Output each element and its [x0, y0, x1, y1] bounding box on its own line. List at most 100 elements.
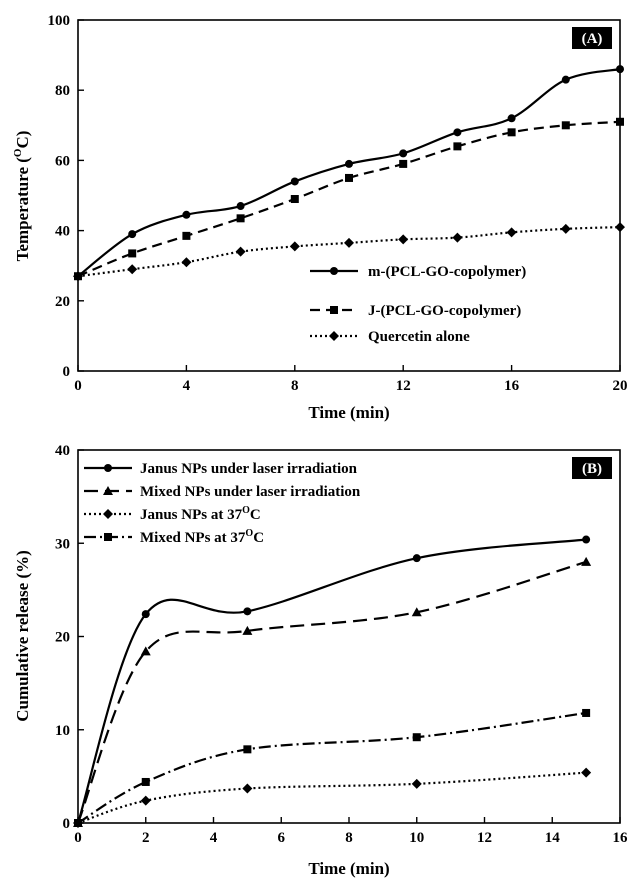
panel-a-label-box	[572, 27, 612, 49]
panel-a-x-tick-label-5: 20	[613, 378, 628, 394]
legend-b-label-3: Mixed NPs at 37OC	[140, 528, 264, 546]
panel-b-series-2-point-4	[581, 767, 592, 778]
panel-b-series-3-point-0	[74, 819, 82, 827]
legend-a-label-1: J-(PCL-GO-copolymer)	[368, 303, 521, 319]
panel-b-series-2-point-2	[242, 783, 253, 794]
panel-a-y-tick-label-2: 40	[55, 224, 70, 240]
panel-b-series-0-point-2	[243, 607, 252, 616]
panel-a-series-0-point-4	[290, 177, 299, 186]
panel-a-x-tick-label-1: 4	[183, 378, 191, 394]
panel-b-x-tick-label-8: 16	[613, 830, 629, 846]
panel-a-x-tick-label-2: 8	[291, 378, 299, 394]
panel-a-series	[73, 65, 625, 282]
panel-a-y-tick-label-3: 60	[55, 153, 70, 169]
panel-b-x-tick-label-7: 14	[545, 830, 561, 846]
panel-b-legend: Janus NPs under laser irradiation Mixed …	[84, 461, 361, 546]
panel-b-series-3-point-1	[141, 777, 150, 786]
legend-b-marker-1	[103, 486, 113, 495]
panel-a-y-axis-label-prefix: Temperature (	[13, 157, 32, 262]
legend-a-entry-2: Quercetin alone	[310, 329, 470, 345]
panel-b-series-3-point-4	[582, 708, 591, 717]
panel-b-y-tick-label-4: 40	[55, 443, 70, 459]
legend-b-label-2-sup: O	[242, 505, 250, 516]
panel-b-x-tick-label-6: 12	[477, 830, 492, 846]
panel-a-series-1-point-4	[290, 195, 299, 204]
panel-a-series-1-point-9	[561, 121, 570, 130]
legend-b-entry-2: Janus NPs at 37OC	[84, 505, 261, 523]
legend-b-label-2: Janus NPs at 37OC	[140, 505, 261, 523]
panel-a-y-axis-label-sup: O	[12, 148, 24, 157]
legend-b-entry-3: Mixed NPs at 37OC	[84, 528, 264, 546]
panel-b-series-0-point-1	[141, 610, 150, 619]
panel-a-series-2-point-8	[506, 227, 517, 238]
panel-a-y-tick-label-0: 0	[63, 364, 71, 380]
legend-b-label-0: Janus NPs under laser irradiation	[140, 461, 358, 477]
panel-b-x-tick-label-0: 0	[74, 830, 82, 846]
panel-b-series-1-line	[76, 560, 587, 824]
panel-a-series-0-point-3	[236, 202, 245, 211]
legend-b-label-3-suffix: C	[253, 530, 264, 546]
panel-a-series-2-point-5	[344, 237, 354, 248]
panel-b-series-1-point-2	[242, 625, 253, 635]
panel-b-series-0-point-3	[412, 554, 421, 563]
legend-b-marker-3	[104, 533, 112, 541]
panel-a-legend: m-(PCL-GO-copolymer) J-(PCL-GO-copolymer…	[310, 264, 526, 345]
panel-a-series-0-point-5	[345, 159, 353, 168]
panel-a-x-axis-label: Time (min)	[308, 403, 389, 422]
legend-b-label-1: Mixed NPs under laser irradiation	[140, 484, 361, 500]
panel-a-series-2-point-1	[127, 264, 138, 275]
legend-b-entry-1: Mixed NPs under laser irradiation	[84, 484, 361, 500]
panel-a-series-1-point-7	[453, 142, 462, 151]
panel-a-series-0-point-2	[182, 210, 191, 219]
legend-a-label-0: m-(PCL-GO-copolymer)	[368, 264, 526, 280]
panel-b-y-axis-label: Cumulative release (%)	[13, 550, 32, 722]
panel-b-x-axis-label: Time (min)	[308, 859, 389, 878]
panel-a-series-1-line	[77, 120, 621, 278]
panel-a-series-0-point-7	[453, 128, 462, 137]
panel-a-y-tick-label-1: 20	[55, 294, 70, 310]
panel-a-label: (A)	[582, 31, 603, 47]
panel-a-series-1-point-1	[128, 249, 137, 258]
panel-b-series-1-point-3	[411, 607, 422, 617]
panel-a-y-tick-label-4: 80	[55, 83, 70, 99]
panel-a-series-0-point-1	[128, 230, 137, 239]
panel-a-series-1-point-10	[616, 117, 624, 126]
panel-a-frame	[77, 19, 621, 372]
legend-a-marker-2	[329, 331, 339, 341]
panel-a-series-1-point-5	[345, 173, 353, 182]
panel-a-series-0-point-6	[399, 149, 408, 158]
panel-b-series-2-point-1	[140, 795, 151, 806]
legend-b-label-2-prefix: Janus NPs at 37	[140, 507, 243, 523]
panel-b-frame	[77, 449, 621, 824]
panel-a-series-1-point-8	[507, 128, 516, 137]
panel-a-series-0-point-9	[561, 75, 570, 84]
panel-b-x-tick-label-2: 4	[210, 830, 218, 846]
panel-b-x-tick-label-3: 6	[278, 830, 286, 846]
panel-b: 0 2 4 6 8 10 12 14 16 0 10 20 30 40 (B) Time (min) Cu…	[13, 443, 628, 878]
panel-a-series-2-point-2	[181, 257, 192, 268]
panel-a-y-axis-label-suffix: C)	[13, 131, 32, 149]
legend-b-entry-0: Janus NPs under laser irradiation	[84, 461, 358, 477]
panel-a: 0 4 8 12 16 20 0 20 40 60 80 100 (A) Time (min) Tem…	[12, 13, 628, 422]
panel-a-x-tick-label-3: 12	[396, 378, 411, 394]
panel-b-series-3-point-3	[412, 733, 421, 742]
panel-b-x-tick-label-1: 2	[142, 830, 150, 846]
panel-a-series-1-point-3	[236, 214, 245, 223]
panel-b-label: (B)	[582, 461, 602, 477]
panel-b-x-tick-label-5: 10	[409, 830, 424, 846]
panel-b-series-3-line	[77, 711, 587, 824]
legend-a-label-2: Quercetin alone	[368, 329, 470, 345]
panel-a-series-2-point-3	[235, 246, 246, 257]
panel-b-y-tick-label-2: 20	[55, 630, 70, 646]
legend-b-label-3-prefix: Mixed NPs at 37	[140, 530, 246, 546]
panel-a-x-tick-label-0: 0	[74, 378, 82, 394]
legend-a-marker-0	[330, 267, 338, 275]
panel-a-series-2-point-7	[452, 232, 463, 243]
legend-a-marker-1	[330, 306, 338, 314]
panel-b-y-tick-label-3: 30	[55, 536, 70, 552]
panel-a-ticks: 0 4 8 12 16 20 0 20 40 60 80 100	[48, 13, 628, 394]
legend-a-entry-0: m-(PCL-GO-copolymer)	[310, 264, 526, 280]
panel-a-series-2-point-6	[398, 234, 409, 245]
panel-b-series-0-line	[76, 538, 587, 824]
